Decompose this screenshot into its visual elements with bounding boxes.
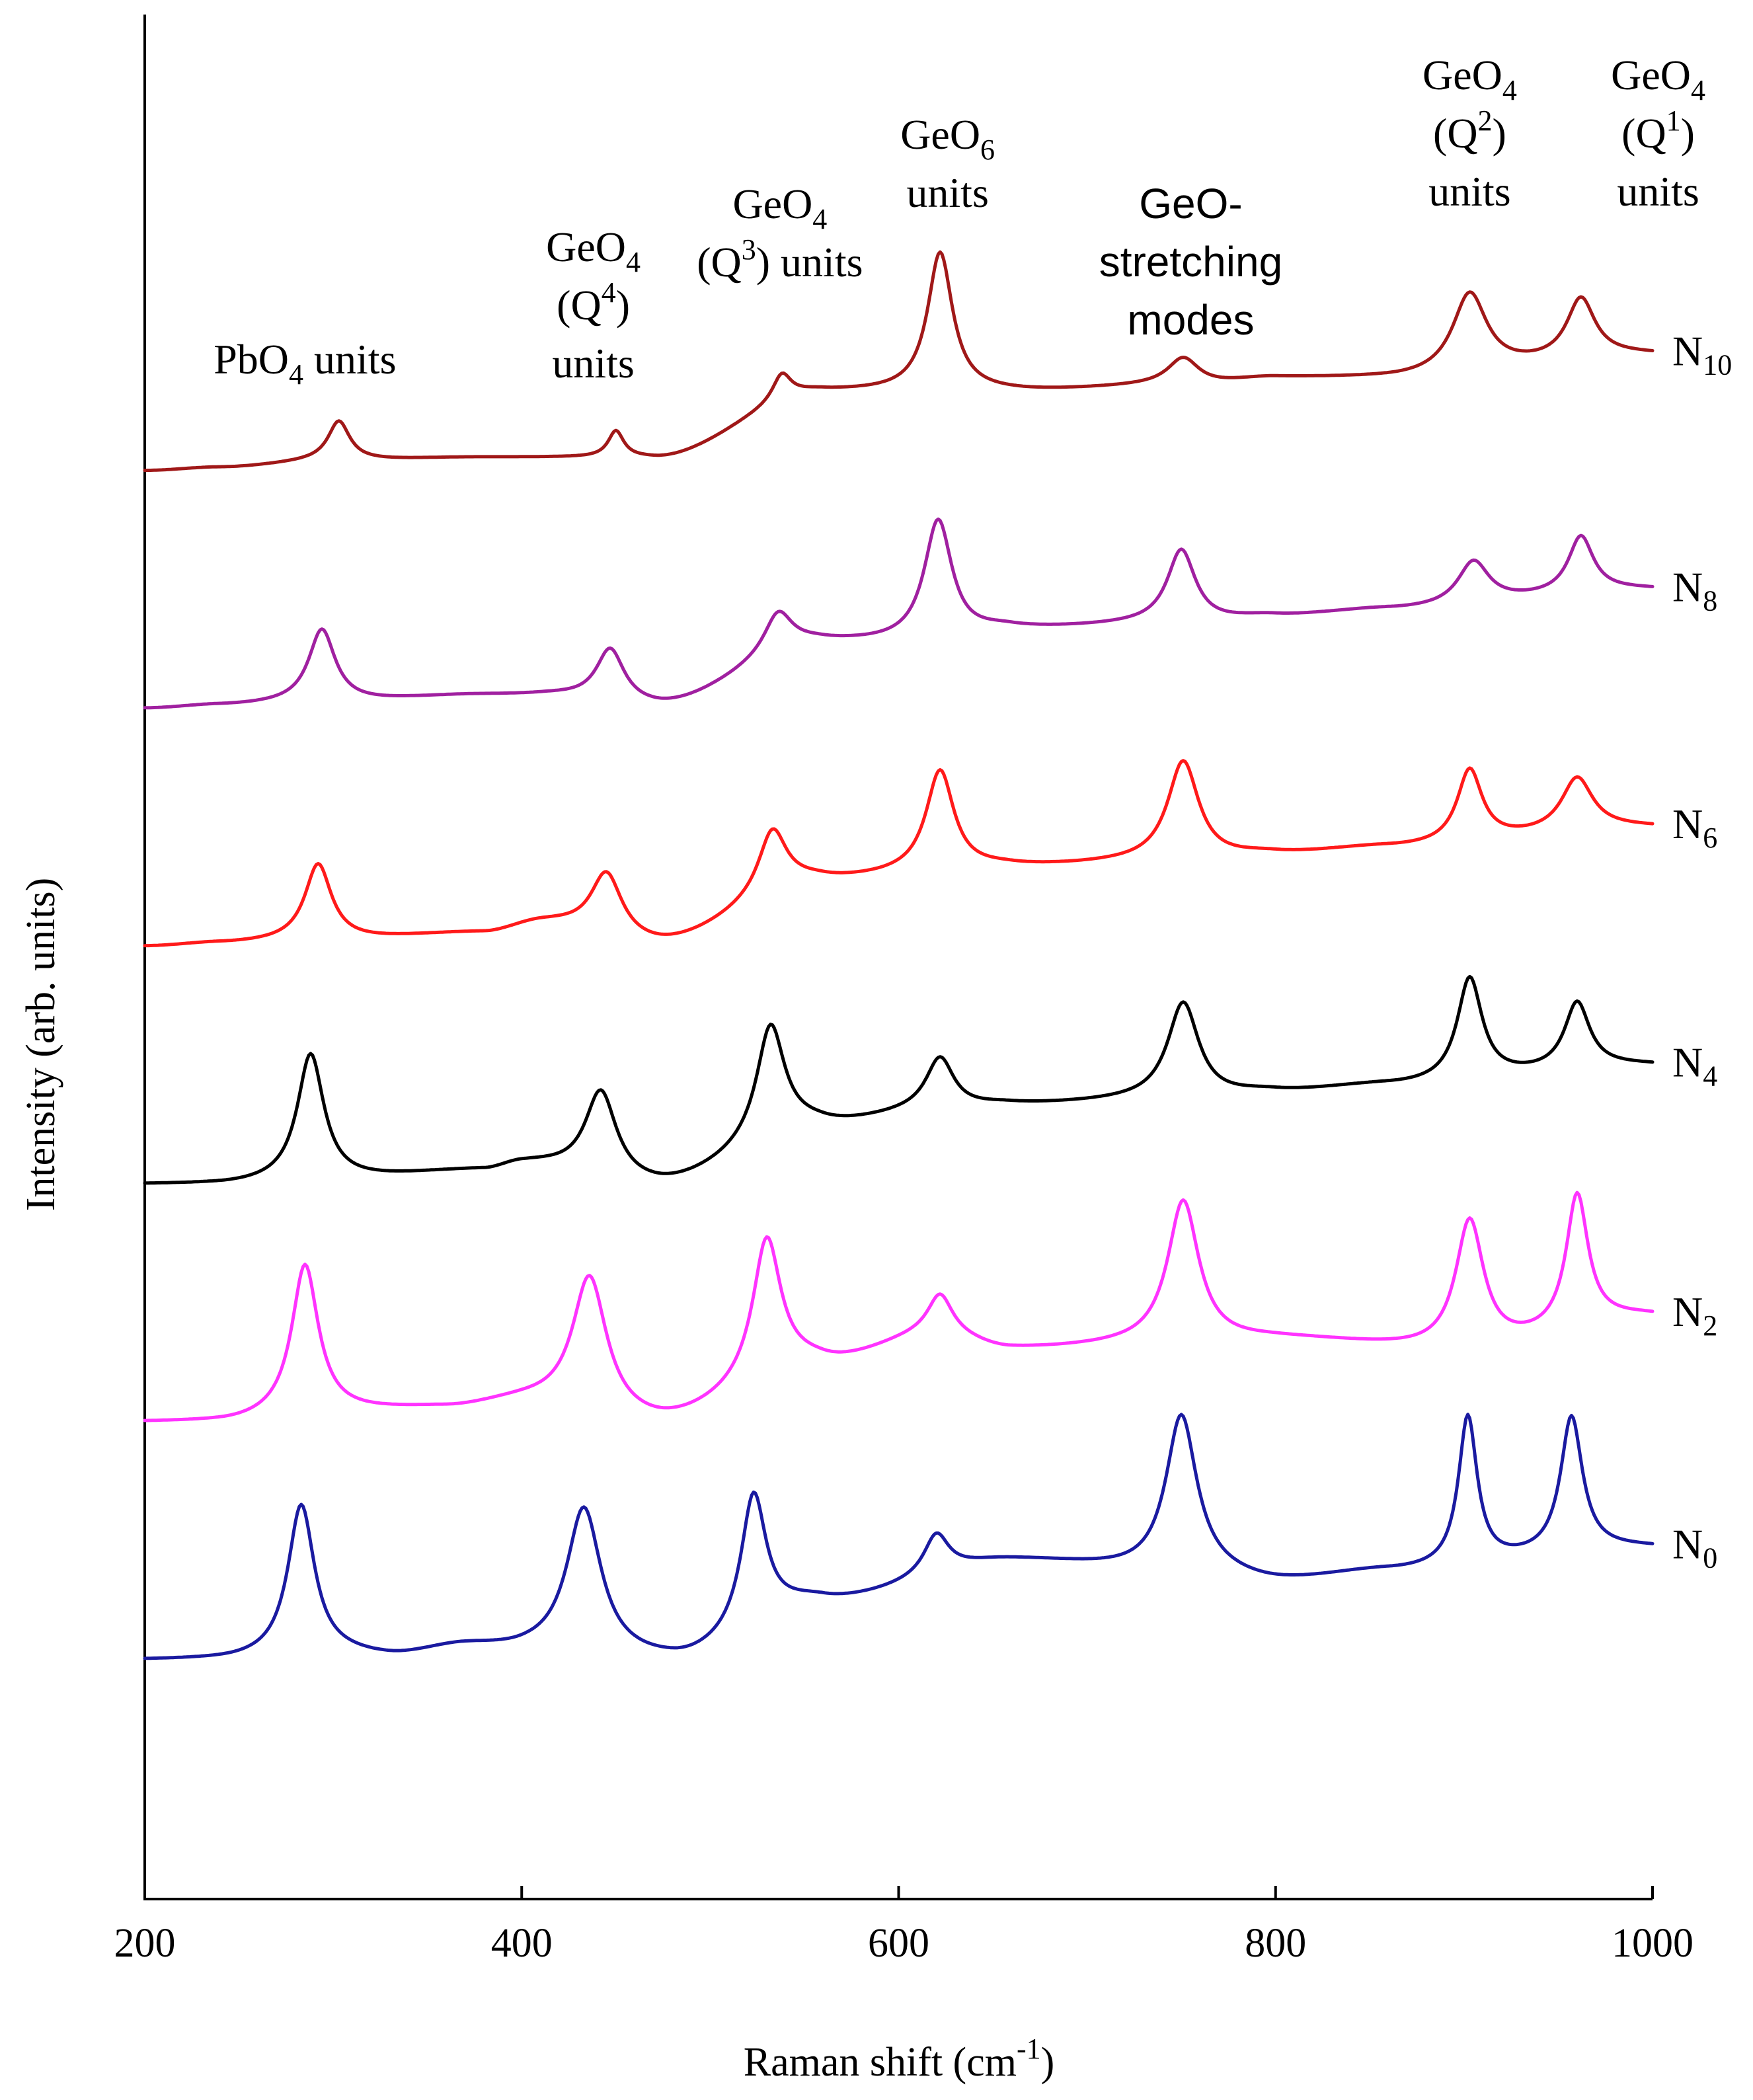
series-line-n2 xyxy=(143,1190,1655,1422)
annotation-q1-line-1: GeO4 xyxy=(1611,52,1705,106)
series-labels: N0 N2 N4 N6 N8 N10 xyxy=(1672,328,1732,1575)
annotation-stretch-line-1: GeO- xyxy=(1139,180,1242,227)
axes xyxy=(143,15,1653,1900)
annotation-q4-line-2: (Q4) xyxy=(557,276,630,329)
annotation-q2-line-1: GeO4 xyxy=(1422,52,1517,106)
annotation-q4-line-3: units xyxy=(552,340,634,387)
annotation-q1: GeO4(Q1) units xyxy=(1611,52,1705,215)
series-label-n10: N10 xyxy=(1672,328,1732,381)
series-label-n8: N8 xyxy=(1672,563,1717,617)
annotation-pbo4: PbO4 units xyxy=(214,336,396,391)
x-tick-label-1000: 1000 xyxy=(1612,1921,1694,1966)
annotation-stretch: GeO-stretching modes xyxy=(1099,180,1282,344)
series-label-n2: N2 xyxy=(1672,1288,1717,1342)
annotation-geo6-line-2: units xyxy=(906,169,988,216)
series-label-n0: N0 xyxy=(1672,1520,1717,1574)
annotation-q2-line-3: units xyxy=(1428,168,1510,215)
series-line-n4 xyxy=(143,974,1655,1185)
annotation-q3: GeO4(Q3) units xyxy=(697,180,863,286)
annotation-pbo4-line-1: PbO4 units xyxy=(214,336,396,391)
x-axis-title: Raman shift (cm-1) xyxy=(744,2033,1055,2085)
x-tick-label-200: 200 xyxy=(114,1921,176,1966)
annotation-q4: GeO4(Q4) units xyxy=(546,223,641,387)
series-line-n0 xyxy=(143,1413,1655,1660)
x-ticks xyxy=(143,1886,1654,1899)
series-line-n10 xyxy=(143,250,1655,473)
annotation-geo6-line-1: GeO6 xyxy=(900,111,995,166)
annotation-q4-line-1: GeO4 xyxy=(546,223,641,278)
annotation-q2-line-2: (Q2) xyxy=(1433,104,1506,157)
x-tick-labels: 200 400 600 800 1000 xyxy=(114,1921,1694,1966)
annotation-q3-line-2: (Q3) units xyxy=(697,233,863,286)
series-line-n8 xyxy=(143,517,1655,710)
annotation-stretch-line-2: stretching xyxy=(1099,238,1282,286)
x-tick-label-600: 600 xyxy=(868,1921,929,1966)
series-label-n4: N4 xyxy=(1672,1039,1717,1093)
x-tick-label-800: 800 xyxy=(1245,1921,1306,1966)
annotation-q1-line-3: units xyxy=(1617,168,1699,215)
series-line-n6 xyxy=(143,759,1655,948)
annotation-q3-line-1: GeO4 xyxy=(732,180,827,235)
annotation-q1-line-2: (Q1) xyxy=(1621,104,1695,157)
y-axis-title: Intensity (arb. units) xyxy=(19,878,63,1212)
series-label-n6: N6 xyxy=(1672,800,1717,854)
annotation-stretch-line-3: modes xyxy=(1127,296,1254,344)
series-group xyxy=(143,250,1655,1660)
annotation-q2: GeO4(Q2) units xyxy=(1422,52,1517,215)
x-tick-label-400: 400 xyxy=(491,1921,553,1966)
